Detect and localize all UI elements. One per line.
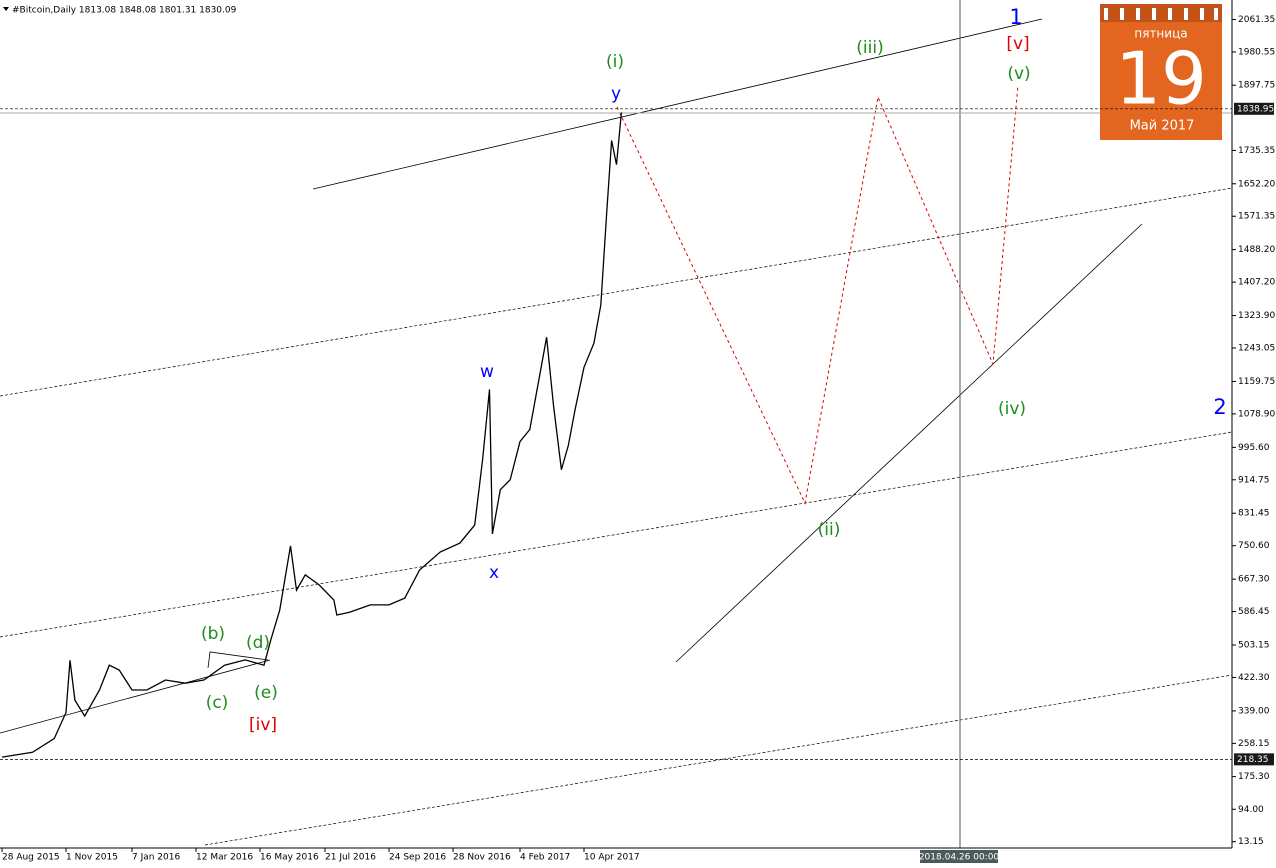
x-tick-label: 21 Jul 2016	[325, 853, 376, 863]
wave-label: (iii)	[856, 38, 883, 58]
x-tick-label: 28 Nov 2016	[453, 853, 511, 863]
y-tick-label: 1243.05	[1238, 344, 1275, 354]
wave-label: w	[480, 362, 494, 382]
y-tick-label: 422.30	[1238, 673, 1270, 683]
y-tick-label: 1897.75	[1238, 81, 1275, 91]
y-tick-label: 914.75	[1238, 475, 1270, 485]
wave-label: (d)	[246, 633, 270, 653]
y-tick-label: 1323.90	[1238, 311, 1275, 321]
calendar-month: Май 2017	[1130, 119, 1195, 134]
y-tick-label: 258.15	[1238, 739, 1270, 749]
wave-label: (b)	[201, 624, 225, 644]
x-tick-label: 7 Jan 2016	[132, 853, 180, 863]
wave-label: (e)	[254, 683, 278, 703]
y-tick-label: 750.60	[1238, 541, 1270, 551]
y-tick-label: 1159.75	[1238, 377, 1275, 387]
y-tick-label: 1407.20	[1238, 278, 1275, 288]
y-tick-label: 1078.90	[1238, 409, 1275, 419]
wave-label: (iv)	[998, 399, 1026, 419]
price-label: 218.35	[1237, 755, 1269, 765]
y-tick-label: 2061.35	[1238, 15, 1275, 25]
calendar-weekday: пятница	[1134, 27, 1187, 41]
y-tick-label: 586.45	[1238, 607, 1270, 617]
wave-label: 1	[1009, 5, 1022, 29]
x-tick-label: 1 Nov 2015	[66, 853, 118, 863]
triangle-line	[207, 651, 269, 669]
y-tick-label: 1980.55	[1238, 47, 1275, 57]
y-tick-label: 1571.35	[1238, 212, 1275, 222]
trend-line	[675, 223, 1143, 663]
wave-label: 2	[1213, 395, 1226, 419]
calendar-body	[1100, 4, 1222, 140]
wave-label: x	[489, 563, 499, 583]
chart-title: #Bitcoin,Daily 1813.08 1848.08 1801.31 1…	[12, 6, 237, 16]
y-tick-label: 503.15	[1238, 641, 1270, 651]
y-tick-label: 175.30	[1238, 772, 1270, 782]
y-tick-label: 667.30	[1238, 575, 1270, 585]
calendar-day: 19	[1115, 37, 1207, 121]
wave-label: (c)	[206, 693, 229, 713]
cursor-time-label: 2018.04.26 00:00	[919, 853, 1000, 863]
x-tick-label: 28 Aug 2015	[2, 853, 60, 863]
channel-line	[0, 187, 1233, 397]
y-tick-label: 831.45	[1238, 509, 1270, 519]
channel-line	[0, 431, 1233, 638]
x-tick-label: 16 May 2016	[260, 853, 319, 863]
x-tick-label: 12 Mar 2016	[196, 853, 253, 863]
menu-arrow[interactable]	[3, 7, 9, 11]
y-tick-label: 339.00	[1238, 706, 1270, 716]
price-label: 1838.95	[1237, 104, 1274, 114]
wave-label: (v)	[1007, 64, 1030, 84]
y-tick-label: 94.00	[1238, 805, 1264, 815]
calendar-rings	[1104, 8, 1218, 20]
cursor-time-box	[920, 850, 998, 863]
y-tick-label: 1652.20	[1238, 179, 1275, 189]
wave-label: [iv]	[249, 715, 277, 735]
y-tick-label: 995.60	[1238, 443, 1270, 453]
price-label-box	[1234, 753, 1274, 766]
calendar: пятница 19 Май 2017	[1100, 4, 1222, 140]
trend-line	[0, 659, 271, 734]
y-tick-label: 1735.35	[1238, 146, 1275, 156]
wave-label: y	[611, 84, 621, 104]
drawing-objects	[0, 0, 1233, 848]
y-tick-label: 1488.20	[1238, 245, 1275, 255]
wave-label: [v]	[1006, 34, 1029, 54]
trend-line	[312, 18, 1043, 190]
price-line-series	[1, 112, 623, 758]
x-tick-label: 4 Feb 2017	[520, 853, 570, 863]
price-label-box	[1234, 102, 1274, 115]
x-tick-label: 24 Sep 2016	[389, 853, 446, 863]
wave-label: (ii)	[818, 520, 841, 540]
x-tick-label: 10 Apr 2017	[584, 853, 640, 863]
y-tick-label: 13.15	[1238, 837, 1264, 847]
wave-label: (i)	[606, 52, 624, 72]
calendar-strip	[1100, 4, 1222, 22]
channel-line	[204, 674, 1233, 846]
